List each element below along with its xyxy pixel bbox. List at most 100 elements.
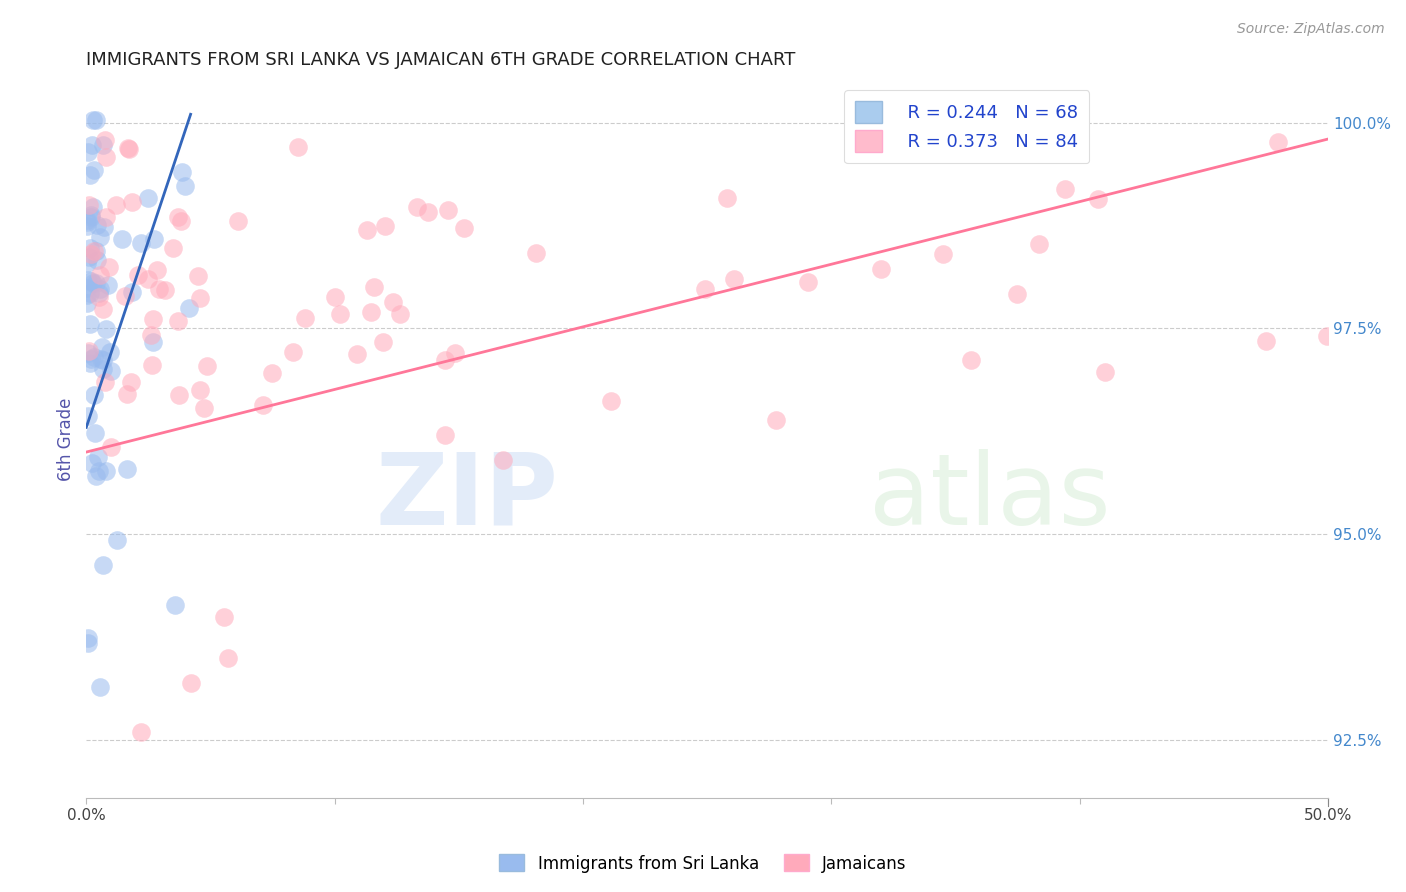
Point xyxy=(294,311,316,326)
Point xyxy=(87,290,110,304)
Point xyxy=(105,533,128,547)
Point xyxy=(87,450,110,465)
Point xyxy=(94,151,117,165)
Point xyxy=(121,195,143,210)
Point xyxy=(93,220,115,235)
Point xyxy=(1087,192,1109,206)
Point xyxy=(76,256,98,270)
Point xyxy=(153,284,176,298)
Point xyxy=(76,288,98,302)
Point xyxy=(100,363,122,377)
Point xyxy=(97,278,120,293)
Point xyxy=(170,214,193,228)
Point xyxy=(77,636,100,650)
Point xyxy=(453,221,475,235)
Point xyxy=(142,335,165,350)
Point xyxy=(76,215,98,229)
Point xyxy=(217,651,239,665)
Legend:   R = 0.244   N = 68,   R = 0.373   N = 84: R = 0.244 N = 68, R = 0.373 N = 84 xyxy=(844,90,1090,163)
Point xyxy=(716,191,738,205)
Point xyxy=(94,322,117,336)
Point xyxy=(84,276,107,290)
Point xyxy=(346,347,368,361)
Point xyxy=(287,139,309,153)
Text: atlas: atlas xyxy=(869,449,1111,546)
Point xyxy=(77,631,100,645)
Point xyxy=(1007,287,1029,301)
Point xyxy=(115,462,138,476)
Point xyxy=(142,232,165,246)
Point xyxy=(79,356,101,370)
Point xyxy=(139,328,162,343)
Point xyxy=(98,345,121,359)
Point xyxy=(91,340,114,354)
Point xyxy=(93,133,115,147)
Point xyxy=(98,260,121,274)
Point xyxy=(374,219,396,234)
Point xyxy=(89,282,111,296)
Point xyxy=(434,427,457,442)
Point xyxy=(94,210,117,224)
Point xyxy=(86,219,108,233)
Point xyxy=(281,345,304,359)
Point xyxy=(148,282,170,296)
Text: IMMIGRANTS FROM SRI LANKA VS JAMAICAN 6TH GRADE CORRELATION CHART: IMMIGRANTS FROM SRI LANKA VS JAMAICAN 6T… xyxy=(86,51,796,69)
Point xyxy=(1267,136,1289,150)
Point xyxy=(82,113,104,128)
Point xyxy=(492,453,515,467)
Y-axis label: 6th Grade: 6th Grade xyxy=(58,398,75,482)
Point xyxy=(104,198,127,212)
Point xyxy=(252,398,274,412)
Point xyxy=(84,244,107,258)
Point xyxy=(136,271,159,285)
Text: ZIP: ZIP xyxy=(375,449,558,546)
Point xyxy=(723,272,745,286)
Point xyxy=(79,317,101,331)
Point xyxy=(329,307,352,321)
Point xyxy=(127,268,149,282)
Point xyxy=(89,230,111,244)
Text: Source: ZipAtlas.com: Source: ZipAtlas.com xyxy=(1237,22,1385,37)
Point xyxy=(83,387,105,401)
Point xyxy=(444,345,467,359)
Point xyxy=(136,191,159,205)
Point xyxy=(91,302,114,317)
Point xyxy=(87,463,110,477)
Point xyxy=(84,468,107,483)
Point xyxy=(406,200,429,214)
Point xyxy=(80,138,103,153)
Point xyxy=(121,285,143,300)
Point xyxy=(960,353,983,368)
Point xyxy=(360,305,382,319)
Point xyxy=(94,376,117,390)
Point xyxy=(76,281,98,295)
Point xyxy=(83,350,105,364)
Point xyxy=(76,295,98,310)
Point xyxy=(86,252,108,267)
Point xyxy=(117,141,139,155)
Point xyxy=(141,358,163,372)
Point xyxy=(100,440,122,454)
Point xyxy=(118,142,141,156)
Point xyxy=(91,362,114,376)
Point xyxy=(79,168,101,182)
Point xyxy=(131,725,153,739)
Point xyxy=(79,210,101,224)
Point xyxy=(83,244,105,258)
Point xyxy=(765,413,787,427)
Point xyxy=(166,210,188,224)
Point xyxy=(82,200,104,214)
Point xyxy=(188,383,211,397)
Point xyxy=(371,335,394,350)
Point xyxy=(188,291,211,305)
Point xyxy=(77,198,100,212)
Point xyxy=(434,352,457,367)
Point xyxy=(82,277,104,291)
Point xyxy=(76,145,98,159)
Point xyxy=(195,359,218,373)
Point xyxy=(77,409,100,423)
Point xyxy=(1256,334,1278,348)
Point xyxy=(93,353,115,368)
Point xyxy=(79,285,101,300)
Point xyxy=(1028,236,1050,251)
